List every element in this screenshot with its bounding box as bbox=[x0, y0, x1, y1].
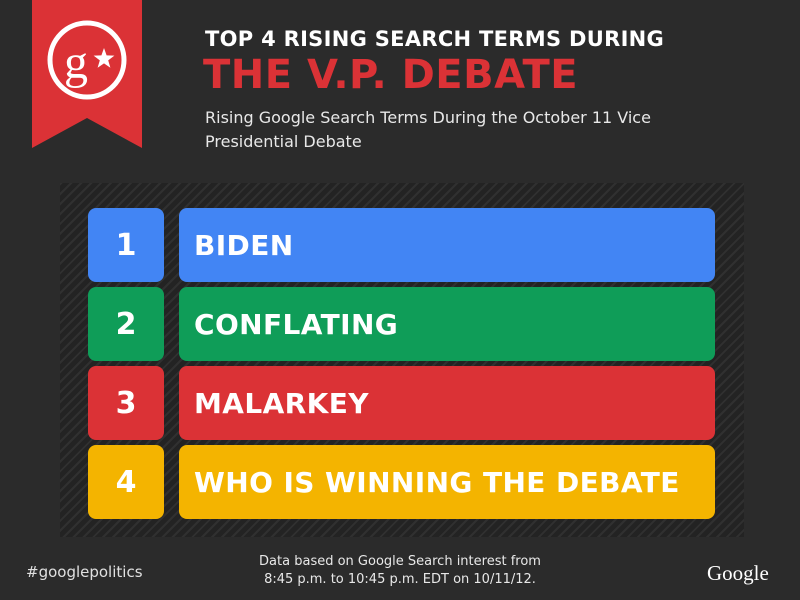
google-politics-badge: g bbox=[32, 0, 142, 148]
rank-number: 4 bbox=[88, 445, 164, 519]
rank-number: 2 bbox=[88, 287, 164, 361]
ranking-row-1: 1 BIDEN bbox=[88, 208, 715, 282]
data-source-note-line-1: Data based on Google Search interest fro… bbox=[259, 554, 541, 569]
ranking-row-2: 2 CONFLATING bbox=[88, 287, 715, 361]
ribbon-g-star-icon: g bbox=[32, 0, 142, 148]
search-term: MALARKEY bbox=[179, 366, 715, 440]
hashtag: #googlepolitics bbox=[26, 563, 143, 581]
google-logo: Google bbox=[707, 561, 769, 585]
subtitle: Rising Google Search Terms During the Oc… bbox=[205, 108, 651, 151]
rank-number: 1 bbox=[88, 208, 164, 282]
search-term: CONFLATING bbox=[179, 287, 715, 361]
title-line-1: TOP 4 RISING SEARCH TERMS DURING bbox=[205, 27, 665, 51]
search-term: WHO IS WINNING THE DEBATE bbox=[179, 445, 715, 519]
ranking-row-3: 3 MALARKEY bbox=[88, 366, 715, 440]
svg-text:g: g bbox=[64, 36, 88, 89]
title-line-2: THE V.P. DEBATE bbox=[203, 52, 579, 98]
search-term: BIDEN bbox=[179, 208, 715, 282]
ranking-row-4: 4 WHO IS WINNING THE DEBATE bbox=[88, 445, 715, 519]
rank-number: 3 bbox=[88, 366, 164, 440]
data-source-note: Data based on Google Search interest fro… bbox=[250, 553, 550, 589]
data-source-note-line-2: 8:45 p.m. to 10:45 p.m. EDT on 10/11/12. bbox=[264, 572, 536, 587]
